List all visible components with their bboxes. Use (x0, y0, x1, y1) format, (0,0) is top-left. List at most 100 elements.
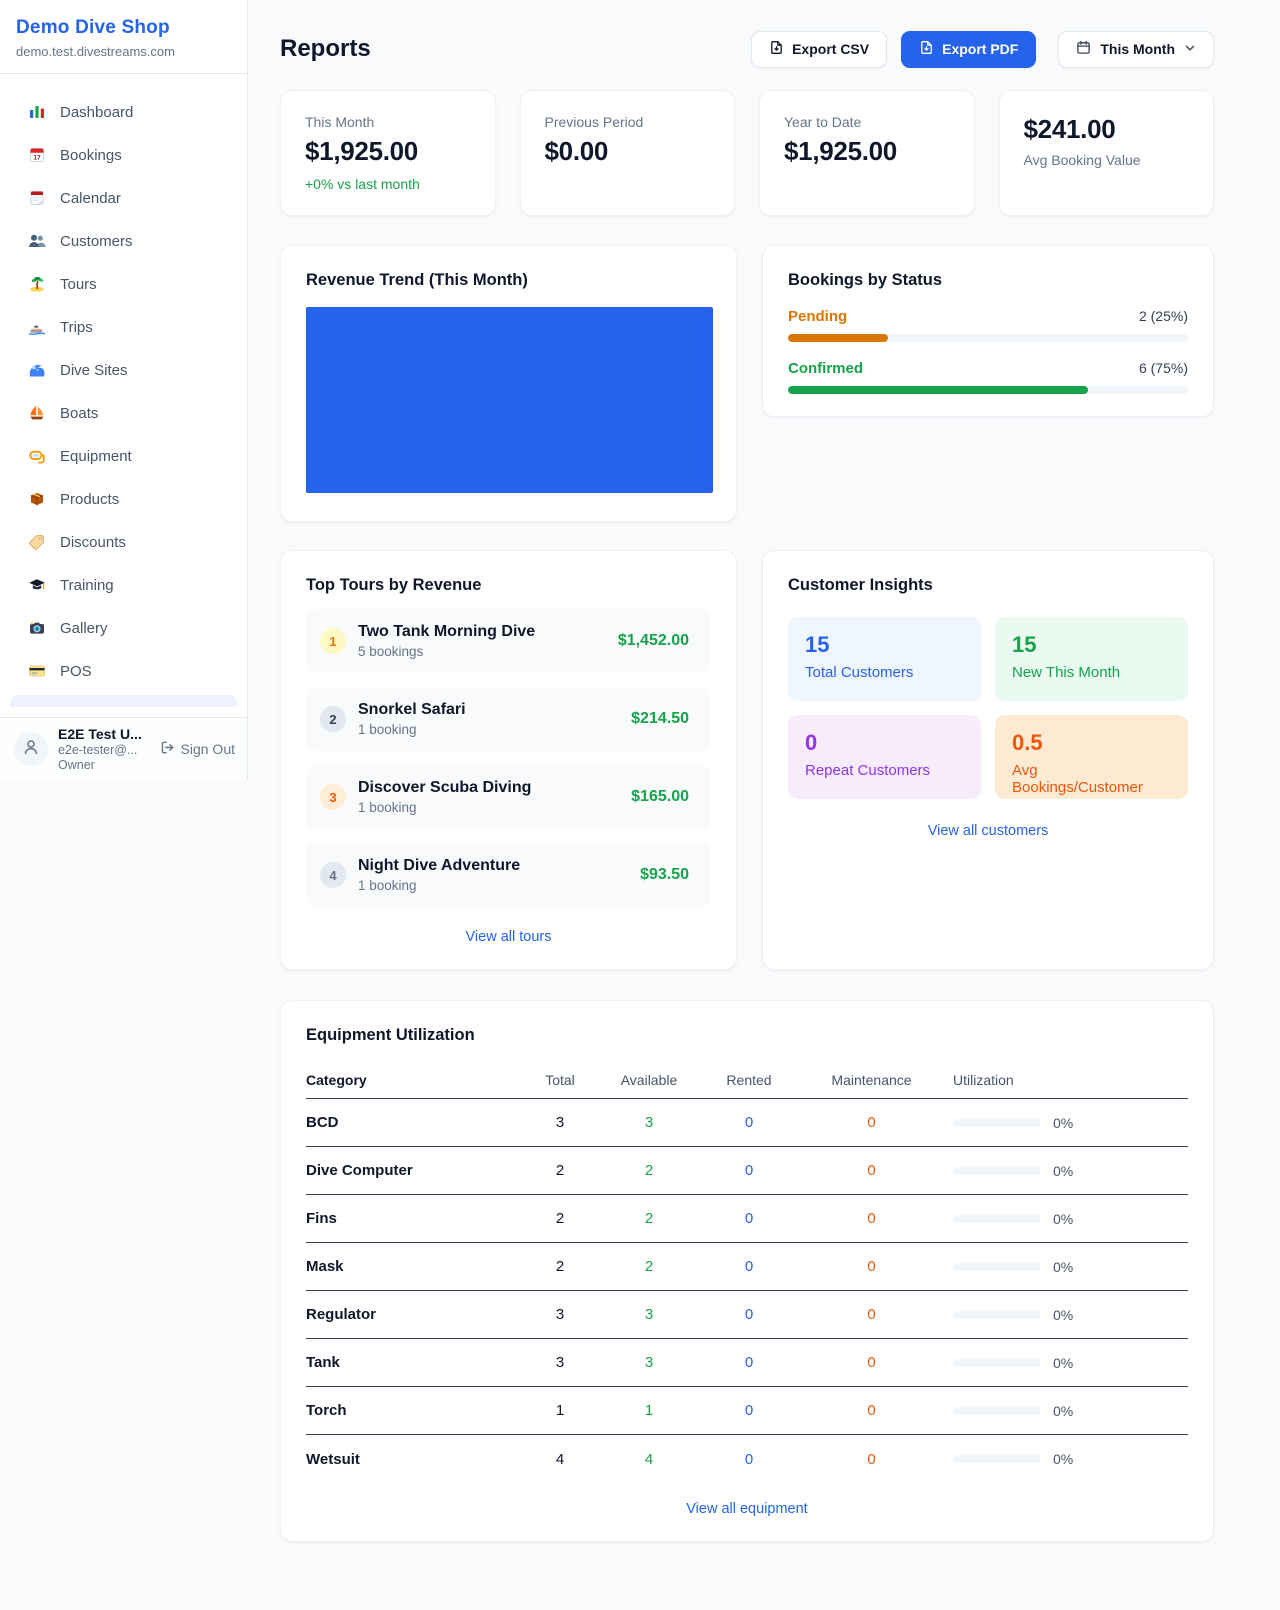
table-row: BCD 3 3 0 0 0% (306, 1099, 1188, 1147)
equipment-table: Category Total Available Rented Maintena… (306, 1061, 1188, 1483)
insight-tiles: 15 Total Customers 15 New This Month 0 R… (788, 617, 1188, 799)
view-all-equipment-link[interactable]: View all equipment (686, 1501, 808, 1517)
sidebar-item-label: Dive Sites (60, 361, 128, 379)
main-content: Reports Export CSV Export PDF This Month (280, 0, 1214, 1542)
export-pdf-label: Export PDF (942, 41, 1019, 57)
equipment-total: 3 (555, 1306, 565, 1323)
revenue-trend-card: Revenue Trend (This Month) (280, 245, 737, 522)
export-file-icon (769, 40, 784, 58)
utilization-pct: 0% (1053, 1354, 1074, 1371)
column-header: Maintenance (831, 1071, 912, 1088)
insight-value: 0.5 (1012, 730, 1043, 755)
tour-name: Discover Scuba Diving (358, 779, 532, 796)
equipment-maintenance: 0 (867, 1450, 876, 1468)
equipment-rented: 0 (744, 1210, 754, 1227)
stat-card-this-month: This Month $1,925.00 +0% vs last month (280, 90, 496, 216)
equipment-rented: 0 (744, 1402, 754, 1419)
status-row-pending: Pending 2 (25%) (788, 308, 1188, 342)
status-label: Pending (788, 308, 848, 325)
sidebar-item-label: Dashboard (60, 103, 134, 121)
sidebar-item-discounts[interactable]: Discounts (8, 523, 239, 561)
sidebar-item-label: Customers (60, 232, 133, 250)
equipment-total: 3 (555, 1354, 565, 1371)
tour-bookings: 1 booking (358, 722, 417, 737)
column-header: Rented (726, 1071, 772, 1088)
equipment-maintenance: 0 (867, 1210, 876, 1227)
utilization-pct: 0% (1053, 1306, 1074, 1323)
chevron-down-icon (1184, 41, 1196, 57)
user-email: e2e-tester@... (58, 743, 138, 757)
view-all-tours-link[interactable]: View all tours (465, 929, 552, 945)
sidebar-item-customers[interactable]: Customers (8, 222, 239, 260)
stat-label: This Month (305, 114, 375, 130)
table-row: Fins 2 2 0 0 0% (306, 1195, 1188, 1243)
stat-value: $1,925.00 (305, 136, 418, 166)
insight-value: 15 (805, 632, 830, 657)
stat-value: $0.00 (544, 136, 609, 166)
equipment-total: 3 (555, 1114, 565, 1131)
tour-row[interactable]: 4 Night Dive Adventure 1 booking $93.50 (306, 843, 711, 907)
equipment-rented: 0 (744, 1162, 754, 1179)
brand-name[interactable]: Demo Dive Shop (16, 17, 170, 38)
sidebar-item-training[interactable]: Training (8, 566, 239, 604)
user-role: Owner (58, 758, 95, 772)
export-pdf-button[interactable]: Export PDF (901, 30, 1037, 68)
revenue-trend-title: Revenue Trend (This Month) (306, 271, 528, 289)
sidebar-item-label: Boats (60, 404, 99, 422)
sidebar-item-equipment[interactable]: Equipment (8, 437, 239, 475)
equipment-total: 1 (555, 1402, 565, 1419)
equipment-category: Tank (306, 1354, 340, 1371)
sidebar-item-dive-sites[interactable]: Dive Sites (8, 351, 239, 389)
insight-value: 15 (1012, 632, 1037, 657)
equipment-available: 4 (644, 1450, 654, 1468)
sidebar-item-tours[interactable]: Tours (8, 265, 239, 303)
status-count: 6 (75%) (1138, 360, 1188, 376)
utilization-pct: 0% (1053, 1451, 1074, 1467)
utilization-bar (953, 1406, 1041, 1415)
revenue-trend-bar[interactable] (306, 307, 713, 493)
sidebar-item-calendar[interactable]: Calendar (8, 179, 239, 217)
status-row-confirmed: Confirmed 6 (75%) (788, 360, 1188, 394)
lists-row: Top Tours by Revenue 1 Two Tank Morning … (280, 550, 1214, 970)
tour-revenue: $165.00 (631, 788, 689, 805)
export-file-icon (919, 40, 934, 58)
sidebar-item-pos[interactable]: POS (8, 652, 239, 690)
graduation-cap-icon (28, 576, 46, 594)
utilization-bar (953, 1358, 1041, 1367)
sidebar-item-reports-active[interactable] (10, 695, 237, 707)
sidebar-item-bookings[interactable]: 17 Bookings (8, 136, 239, 174)
tour-row[interactable]: 1 Two Tank Morning Dive 5 bookings $1,45… (306, 609, 711, 673)
utilization-bar (953, 1214, 1041, 1223)
customer-insights-card: Customer Insights 15 Total Customers 15 … (762, 550, 1214, 970)
view-all-customers-link[interactable]: View all customers (927, 823, 1049, 839)
insight-label: New This Month (1012, 664, 1121, 681)
table-row: Tank 3 3 0 0 0% (306, 1339, 1188, 1387)
tour-row[interactable]: 3 Discover Scuba Diving 1 booking $165.0… (306, 765, 711, 829)
tour-row[interactable]: 2 Snorkel Safari 1 booking $214.50 (306, 687, 711, 751)
svg-text:17: 17 (33, 155, 41, 162)
rank-badge: 2 (320, 706, 346, 732)
logout-icon (160, 740, 175, 758)
sidebar-item-dashboard[interactable]: Dashboard (8, 93, 239, 131)
status-progress-track (788, 334, 1188, 342)
status-progress-track (788, 386, 1188, 394)
tour-bookings: 1 booking (358, 800, 417, 815)
sidebar-item-products[interactable]: Products (8, 480, 239, 518)
brand-block: Demo Dive Shop demo.test.divestreams.com (0, 0, 247, 74)
sign-out-button[interactable]: Sign Out (160, 740, 235, 758)
customer-insights-title: Customer Insights (788, 576, 933, 594)
rank-badge: 4 (320, 862, 346, 888)
page-title: Reports (280, 35, 371, 62)
equipment-maintenance: 0 (867, 1114, 876, 1131)
stat-card-previous-period: Previous Period $0.00 (519, 90, 735, 216)
utilization-bar (953, 1310, 1041, 1319)
period-dropdown[interactable]: This Month (1058, 30, 1214, 68)
sidebar-item-boats[interactable]: Boats (8, 394, 239, 432)
sidebar-item-trips[interactable]: Trips (8, 308, 239, 346)
equipment-available: 1 (644, 1402, 654, 1419)
sidebar-item-gallery[interactable]: Gallery (8, 609, 239, 647)
tour-name: Two Tank Morning Dive (358, 623, 536, 640)
export-csv-button[interactable]: Export CSV (751, 30, 888, 68)
sidebar-item-label: Discounts (60, 533, 126, 551)
